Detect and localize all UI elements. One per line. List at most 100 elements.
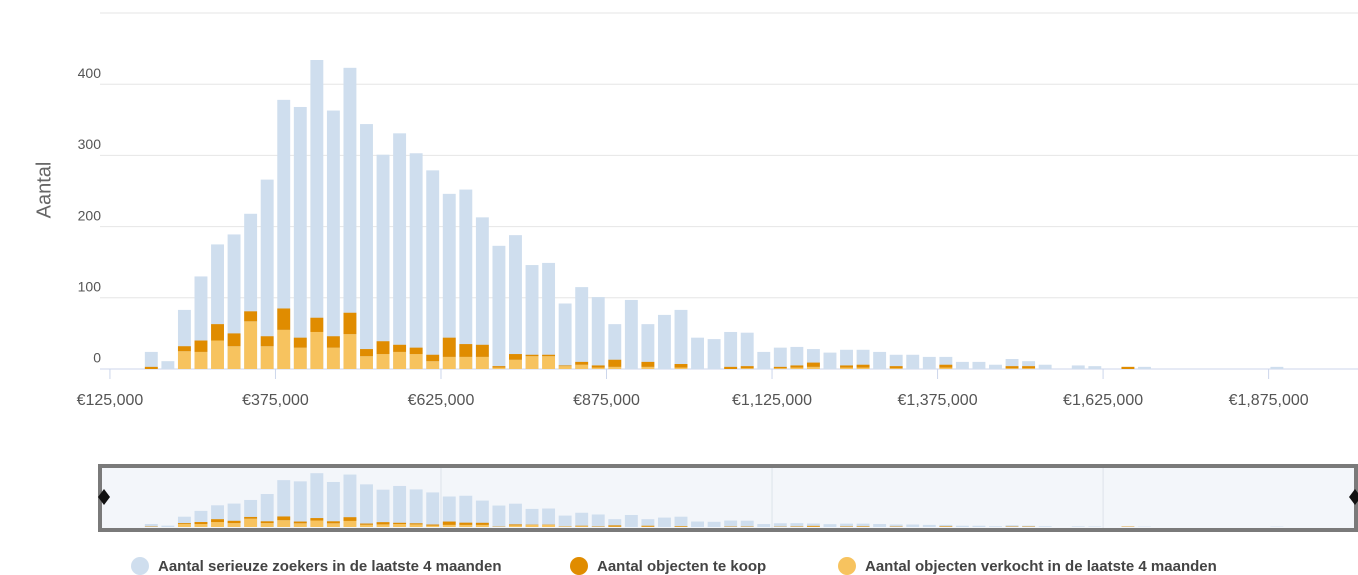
bar [641,366,655,369]
bar [674,364,688,368]
bar [260,346,274,369]
bar [558,366,572,369]
bar [542,354,556,357]
navigator-bar [459,524,473,527]
bar [509,235,522,369]
bar [409,153,423,369]
navigator-bar [873,524,887,527]
navigator-bar [360,484,373,527]
navigator-bar [194,524,208,527]
bar [955,361,969,369]
bar [293,106,307,369]
navigator-bar [475,500,489,527]
bar [277,329,291,369]
bar [1022,368,1036,369]
legend-marker [570,557,588,575]
navigator-bar [542,508,556,527]
navigator-bar [641,519,655,527]
bar [856,367,870,369]
legend-label[interactable]: Aantal serieuze zoekers in de laatste 4 … [158,558,501,575]
bar [1071,365,1085,369]
legend-label[interactable]: Aantal objecten verkocht in de laatste 4… [865,558,1217,575]
navigator-bar [608,525,622,527]
bar [244,311,258,322]
bar [393,133,407,369]
navigator-bar [326,481,340,527]
navigator-bar [773,523,787,527]
navigator-bar [1005,525,1019,527]
navigator-bar [1071,526,1085,527]
navigator-bar [475,522,489,525]
bar [525,356,539,369]
bar [558,303,572,369]
navigator-bar [393,524,407,527]
navigator-bar [657,517,671,527]
navigator-bar [277,480,291,527]
bar [459,356,473,369]
x-tick-label: €1,125,000 [732,392,812,409]
bar [575,287,589,369]
navigator-bar [955,525,969,527]
bar [459,189,473,369]
navigator-bar [277,516,291,521]
navigator-bar [177,523,191,524]
bar [641,324,655,369]
bar [939,364,953,368]
navigator-bar [674,516,688,527]
bar [773,347,787,369]
navigator-bar [806,523,820,527]
navigator-bar [260,523,274,527]
bar [1038,364,1052,369]
bar [740,368,754,369]
bar [922,356,936,369]
navigator-bar [194,522,208,525]
bar [840,349,853,369]
navigator-bar [442,496,456,527]
navigator-bar [393,485,407,527]
navigator-bar [509,524,522,526]
bar [525,265,539,369]
bar [492,245,506,369]
x-tick-label: €875,000 [573,392,640,409]
navigator-handle[interactable] [98,489,110,505]
navigator-bar [806,525,820,527]
bar [1005,366,1019,369]
bar [310,317,324,332]
navigator-bar [492,505,506,527]
y-tick-label: 300 [78,136,102,152]
bar [1088,366,1102,369]
bar [840,367,853,369]
bar [211,340,224,369]
bar [856,364,870,368]
navigator-bar [376,524,390,527]
bar [724,331,738,369]
navigator-bar [525,508,539,527]
navigator-bar [227,520,241,524]
bar [360,349,373,357]
bar [509,359,522,369]
bar [310,59,324,369]
bar [161,361,175,369]
bar [426,354,440,362]
bar [376,154,390,369]
bar [806,366,820,369]
navigator-handle[interactable] [1349,489,1358,505]
legend-label[interactable]: Aantal objecten te koop [597,558,766,575]
navigator-bar [211,522,224,527]
bar [972,361,986,369]
bar [409,354,423,369]
bar [691,337,705,369]
bar [360,356,373,369]
navigator-bar [1038,526,1052,527]
bar [177,346,191,352]
bar [393,344,407,352]
bar [740,366,754,369]
bar [409,347,423,355]
navigator-bar [360,523,373,525]
bar [591,365,605,368]
navigator-bar [177,516,191,527]
bar [889,368,903,369]
bar [343,312,357,335]
x-tick-label: €375,000 [242,392,309,409]
bar [608,324,622,369]
